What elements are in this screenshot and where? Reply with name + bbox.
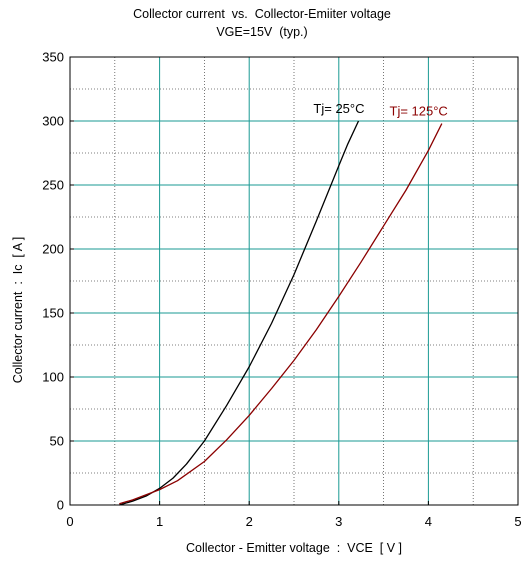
x-tick-label: 0 (66, 514, 73, 529)
y-tick-label: 250 (42, 178, 64, 193)
x-tick-label: 3 (335, 514, 342, 529)
x-tick-label: 4 (425, 514, 432, 529)
series-line-1 (119, 123, 443, 505)
chart-subtitle: VGE=15V (typ.) (216, 25, 308, 39)
y-tick-label: 50 (50, 434, 64, 449)
series-label-1: Tj= 125°C (390, 104, 448, 119)
y-axis-label: Collector current : Ic [ A ] (11, 236, 25, 384)
y-tick-label: 350 (42, 50, 64, 65)
y-tick-label: 100 (42, 370, 64, 385)
x-tick-label: 2 (246, 514, 253, 529)
y-tick-label: 300 (42, 114, 64, 129)
y-tick-label: 0 (57, 498, 64, 513)
plot-frame (69, 56, 519, 506)
y-tick-label: 200 (42, 242, 64, 257)
series-label-0: Tj= 25°C (313, 101, 364, 116)
x-axis-label: Collector - Emitter voltage : VCE [ V ] (185, 541, 403, 555)
chart-title: Collector current vs. Collector-Emiiter … (133, 7, 391, 21)
x-tick-label: 5 (514, 514, 521, 529)
x-tick-label: 1 (156, 514, 163, 529)
y-tick-label: 150 (42, 306, 64, 321)
